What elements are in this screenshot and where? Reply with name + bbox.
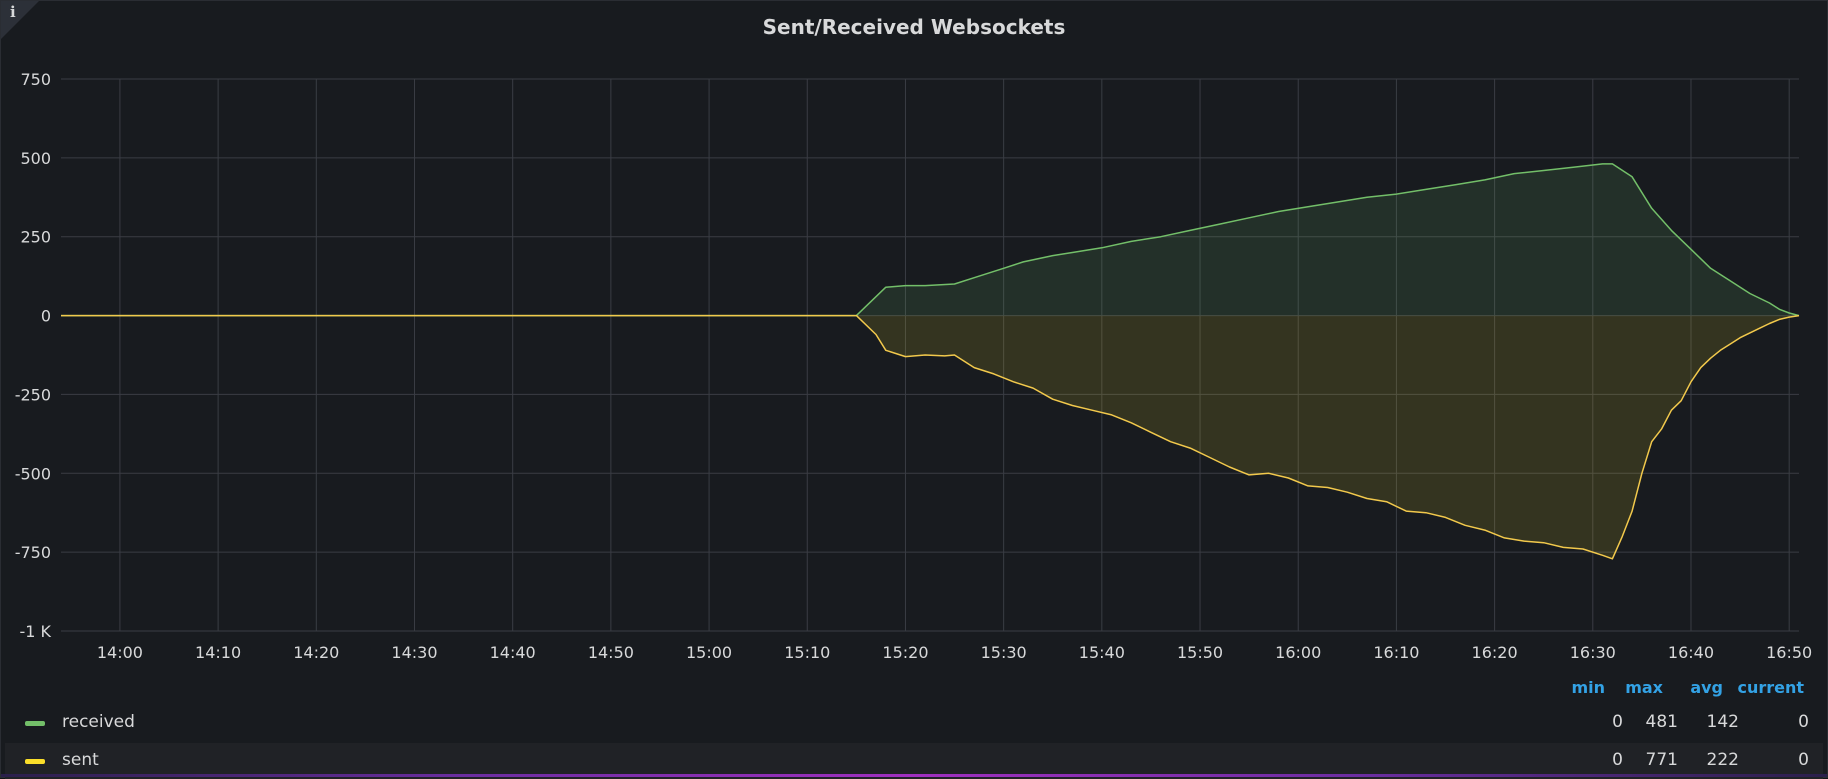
y-tick-label: 500 bbox=[20, 149, 51, 168]
legend-series-name[interactable]: sent bbox=[62, 750, 99, 770]
x-tick-label: 15:30 bbox=[981, 643, 1027, 662]
x-tick-label: 14:50 bbox=[588, 643, 634, 662]
series-area-sent bbox=[61, 315, 1799, 559]
legend-header: min max avg current bbox=[0, 678, 1827, 702]
x-tick-label: 15:00 bbox=[686, 643, 732, 662]
legend-current: 0 bbox=[1798, 750, 1809, 770]
legend-header-current[interactable]: current bbox=[1737, 678, 1804, 697]
x-tick-label: 16:50 bbox=[1766, 643, 1812, 662]
legend-header-avg[interactable]: avg bbox=[1690, 678, 1723, 697]
x-tick-label: 16:10 bbox=[1373, 643, 1419, 662]
y-tick-label: -250 bbox=[15, 385, 51, 404]
legend-avg: 222 bbox=[1706, 750, 1739, 770]
y-tick-label: 750 bbox=[20, 70, 51, 89]
legend-series-name[interactable]: received bbox=[62, 712, 135, 732]
x-tick-label: 15:10 bbox=[784, 643, 830, 662]
info-corner[interactable] bbox=[1, 1, 39, 39]
x-tick-label: 16:20 bbox=[1472, 643, 1518, 662]
legend-header-min[interactable]: min bbox=[1571, 678, 1605, 697]
x-tick-label: 16:30 bbox=[1570, 643, 1616, 662]
legend-avg: 142 bbox=[1706, 712, 1739, 732]
x-tick-label: 15:50 bbox=[1177, 643, 1223, 662]
legend-swatch-received[interactable] bbox=[25, 721, 45, 726]
y-tick-label: 0 bbox=[41, 307, 51, 326]
x-tick-label: 14:40 bbox=[490, 643, 536, 662]
legend-max: 481 bbox=[1645, 712, 1678, 732]
legend-swatch-sent[interactable] bbox=[25, 759, 45, 764]
bottom-accent-bar bbox=[1, 774, 1827, 777]
legend-row-sent[interactable]: sent 0 771 222 0 bbox=[5, 743, 1823, 779]
legend-header-max[interactable]: max bbox=[1625, 678, 1663, 697]
series-line-sent bbox=[61, 314, 1800, 560]
y-tick-label: 250 bbox=[20, 228, 51, 247]
x-tick-label: 14:30 bbox=[391, 643, 437, 662]
x-tick-label: 16:00 bbox=[1275, 643, 1321, 662]
x-tick-label: 14:20 bbox=[293, 643, 339, 662]
series-line-received bbox=[61, 163, 1800, 317]
chart-svg[interactable]: 750 500 250 0 -250 -500 -750 -1 K 14:00 14:10 14:2… bbox=[1, 1, 1828, 681]
x-tick-label: 14:00 bbox=[97, 643, 143, 662]
x-tick-label: 15:20 bbox=[882, 643, 928, 662]
panel-title[interactable]: Sent/Received Websockets bbox=[762, 15, 1066, 39]
info-icon[interactable]: i bbox=[10, 3, 16, 21]
legend-min: 0 bbox=[1612, 712, 1623, 732]
legend-max: 771 bbox=[1645, 750, 1678, 770]
y-tick-label: -1 K bbox=[19, 622, 51, 641]
y-tick-label: -500 bbox=[15, 464, 51, 483]
y-tick-label: -750 bbox=[15, 543, 51, 562]
legend-row-received[interactable]: received 0 481 142 0 bbox=[5, 705, 1823, 741]
x-tick-label: 14:10 bbox=[195, 643, 241, 662]
series-area-received bbox=[61, 163, 1799, 316]
legend-current: 0 bbox=[1798, 712, 1809, 732]
x-tick-label: 15:40 bbox=[1079, 643, 1125, 662]
x-tick-label: 16:40 bbox=[1668, 643, 1714, 662]
legend-min: 0 bbox=[1612, 750, 1623, 770]
